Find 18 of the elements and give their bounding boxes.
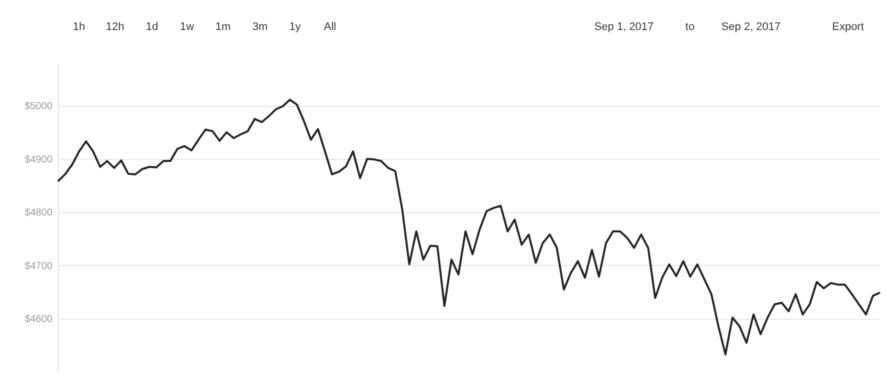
- text: 1m: [215, 21, 231, 33]
- line-series: [57, 98, 881, 356]
- text: 1y: [289, 21, 302, 33]
- text: 12h: [106, 21, 124, 33]
- y-tick-label: $4700: [24, 260, 53, 272]
- y-tick-label: $4800: [24, 208, 53, 219]
- text: 1w: [180, 21, 194, 33]
- text: 3m: [252, 21, 268, 33]
- text: Sep 1, 2017: [594, 21, 654, 33]
- text: Export: [832, 21, 864, 33]
- y-tick-label: $4600: [24, 314, 53, 326]
- text: to: [685, 21, 695, 33]
- y-tick-label: $4900: [24, 154, 53, 166]
- text: Sep 2, 2017: [721, 21, 781, 33]
- text: 1h: [72, 21, 86, 33]
- text: All: [324, 21, 336, 33]
- y-tick-label: $5000: [24, 101, 53, 112]
- text: 1d: [146, 21, 158, 33]
